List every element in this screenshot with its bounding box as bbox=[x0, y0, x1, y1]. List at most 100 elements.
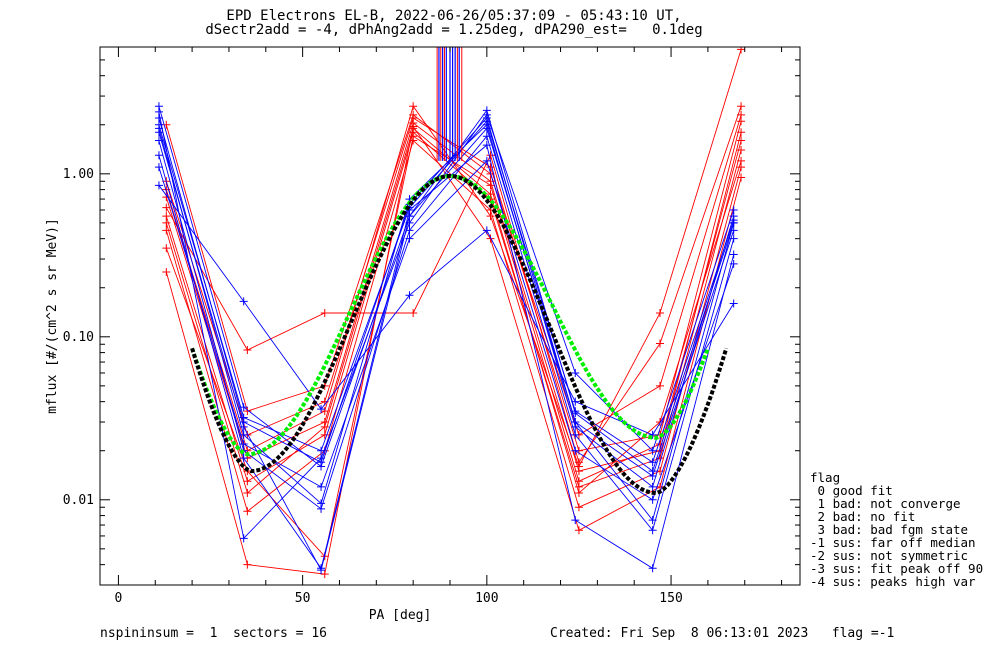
data-point-marker bbox=[574, 526, 583, 535]
legend-item: 1 bad: not converge bbox=[810, 496, 961, 511]
data-point-marker bbox=[317, 446, 326, 455]
data-point-marker bbox=[154, 163, 163, 172]
data-point-marker bbox=[737, 102, 746, 111]
chart-title-line1: EPD Electrons EL-B, 2022-06-26/05:37:09 … bbox=[226, 8, 682, 24]
data-point-marker bbox=[405, 218, 414, 227]
legend-item: 3 bad: bad fgm state bbox=[810, 522, 969, 537]
data-point-marker bbox=[243, 507, 252, 516]
data-point-marker bbox=[729, 250, 738, 259]
fit-curve-green bbox=[190, 173, 710, 457]
data-point-marker bbox=[243, 489, 252, 498]
data-point-marker bbox=[656, 339, 664, 348]
data-point-marker bbox=[486, 181, 495, 190]
x-tick-label: 150 bbox=[659, 591, 682, 606]
data-point-marker bbox=[239, 454, 248, 463]
series-line-5 bbox=[165, 106, 742, 464]
data-point-marker bbox=[320, 308, 329, 317]
y-axis-label: mflux [#/(cm^2 s sr MeV)] bbox=[45, 218, 60, 414]
data-point-marker bbox=[162, 212, 171, 221]
legend-title: flag bbox=[810, 470, 841, 485]
data-point-marker bbox=[737, 47, 746, 54]
data-point-marker bbox=[409, 308, 418, 317]
data-point-marker bbox=[320, 407, 329, 416]
series-line-8 bbox=[165, 114, 742, 436]
data-point-marker bbox=[656, 308, 664, 317]
data-point-marker bbox=[243, 477, 252, 486]
data-point-marker bbox=[737, 156, 746, 165]
data-point-marker bbox=[486, 212, 495, 221]
data-point-marker bbox=[482, 156, 491, 165]
chart-title-line2: dSectr2add = -4, dPhAng2add = 1.25deg, d… bbox=[205, 22, 703, 38]
legend-item: 0 good fit bbox=[810, 483, 893, 498]
data-point-marker bbox=[154, 181, 163, 190]
data-point-marker bbox=[154, 120, 163, 129]
data-point-marker bbox=[729, 299, 738, 308]
data-point-marker bbox=[571, 430, 580, 439]
series-line-15 bbox=[158, 185, 735, 436]
data-point-marker bbox=[409, 102, 418, 111]
data-point-marker bbox=[405, 291, 414, 300]
data-point-marker bbox=[574, 489, 583, 498]
data-point-marker bbox=[648, 446, 657, 455]
data-point-marker bbox=[239, 422, 248, 431]
data-point-marker bbox=[737, 173, 746, 182]
data-point-marker bbox=[239, 297, 248, 306]
data-point-marker bbox=[571, 516, 580, 525]
data-point-marker bbox=[482, 226, 491, 235]
legend-item: -2 sus: not symmetric bbox=[810, 548, 969, 563]
data-point-marker bbox=[154, 107, 163, 116]
data-point-marker bbox=[656, 381, 664, 390]
footer-spin-info: nspininsum = 1 sectors = 16 bbox=[100, 626, 327, 641]
x-axis-label: PA [deg] bbox=[369, 608, 432, 623]
data-point-marker bbox=[648, 516, 657, 525]
data-layer bbox=[154, 47, 746, 579]
data-point-marker bbox=[482, 117, 491, 126]
data-point-marker bbox=[648, 564, 657, 573]
data-point-marker bbox=[574, 477, 583, 486]
data-point-marker bbox=[729, 259, 738, 268]
data-point-marker bbox=[239, 534, 248, 543]
data-point-marker bbox=[162, 267, 171, 276]
data-point-marker bbox=[648, 430, 657, 439]
data-point-marker bbox=[648, 482, 657, 491]
y-tick-label: 0.01 bbox=[63, 493, 94, 508]
series-line-12 bbox=[158, 123, 735, 505]
data-point-marker bbox=[648, 471, 657, 480]
data-point-marker bbox=[571, 446, 580, 455]
data-point-marker bbox=[239, 439, 248, 448]
data-point-marker bbox=[571, 407, 580, 416]
series-line-1 bbox=[165, 131, 742, 488]
series-line-16 bbox=[158, 111, 735, 540]
series-line-19 bbox=[158, 160, 735, 501]
data-point-marker bbox=[482, 141, 491, 150]
flag-legend: flag 0 good fit 1 bad: not converge 2 ba… bbox=[810, 471, 983, 588]
data-point-marker bbox=[320, 430, 329, 439]
legend-item: -3 sus: fit peak off 90 bbox=[810, 561, 984, 576]
data-point-marker bbox=[574, 503, 583, 512]
legend-item: 2 bad: no fit bbox=[810, 509, 916, 524]
data-point-marker bbox=[243, 345, 252, 354]
y-tick-label: 0.10 bbox=[63, 330, 94, 345]
series-line-2 bbox=[165, 117, 742, 452]
data-point-marker bbox=[571, 368, 580, 377]
data-point-marker bbox=[162, 203, 171, 212]
x-tick-label: 0 bbox=[115, 591, 123, 606]
x-tick-label: 50 bbox=[295, 591, 311, 606]
data-point-marker bbox=[317, 566, 326, 575]
y-tick-label: 1.00 bbox=[63, 167, 94, 182]
data-point-marker bbox=[574, 462, 583, 471]
data-point-marker bbox=[154, 128, 163, 137]
data-point-marker bbox=[571, 418, 580, 427]
data-point-marker bbox=[729, 216, 738, 225]
data-point-marker bbox=[405, 234, 414, 243]
data-point-marker bbox=[648, 458, 657, 467]
data-point-marker bbox=[320, 422, 329, 431]
series-line-10 bbox=[158, 106, 735, 472]
data-point-marker bbox=[162, 120, 171, 129]
data-point-marker bbox=[482, 124, 491, 133]
data-point-marker bbox=[486, 151, 495, 160]
data-point-marker bbox=[317, 504, 326, 513]
data-point-marker bbox=[162, 218, 171, 227]
